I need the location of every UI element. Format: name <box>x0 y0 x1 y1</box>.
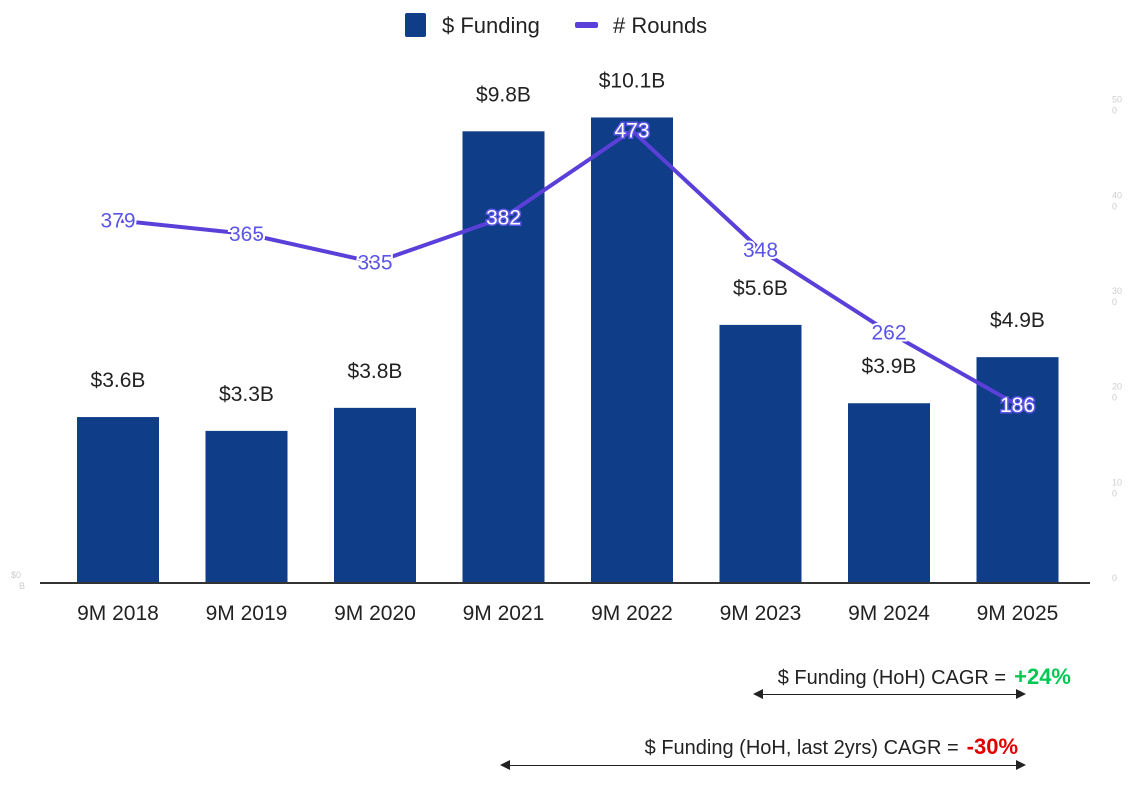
rounds-labels: 379 365 335 382 473 348 262 186 <box>98 118 1036 419</box>
cagr-arrow-2 <box>500 760 1026 770</box>
cagr-arrow-1 <box>753 689 1026 699</box>
cagr-value-1: +24% <box>1014 664 1071 689</box>
x-tick-label: 9M 2020 <box>334 602 416 625</box>
funding-label: $3.6B <box>91 369 146 392</box>
legend-rounds-label: # Rounds <box>613 13 707 38</box>
funding-bar <box>77 417 159 583</box>
x-tick-label: 9M 2024 <box>848 602 930 625</box>
right-axis-tick: 0 <box>1112 297 1117 307</box>
legend-funding-swatch <box>405 13 426 37</box>
funding-bar <box>205 430 288 583</box>
funding-label: $3.9B <box>862 355 917 378</box>
right-axis-tick: 40 <box>1112 190 1122 200</box>
right-axis-tick: 0 <box>1112 201 1117 211</box>
funding-label: $5.6B <box>733 277 788 300</box>
left-axis-tick-b: B <box>19 581 25 591</box>
funding-label: $3.8B <box>348 360 403 383</box>
rounds-point-label: 186 <box>1000 394 1035 417</box>
cagr-label-2: $ Funding (HoH, last 2yrs) CAGR = <box>644 737 959 759</box>
left-axis-tick: $0 <box>11 570 21 580</box>
right-axis-tick: 0 <box>1112 573 1117 583</box>
funding-label: $9.8B <box>476 83 531 106</box>
funding-label: $4.9B <box>990 309 1045 332</box>
cagr-value-2: -30% <box>966 734 1018 759</box>
rounds-point-label: 365 <box>229 223 264 246</box>
rounds-line <box>117 128 1019 407</box>
funding-bar <box>334 407 416 583</box>
funding-bar <box>848 403 930 583</box>
x-tick-label: 9M 2018 <box>77 602 159 625</box>
x-tick-label: 9M 2021 <box>463 602 545 625</box>
funding-label: $10.1B <box>599 69 666 92</box>
funding-bar <box>976 357 1059 583</box>
right-axis-tick: 50 <box>1112 95 1122 105</box>
rounds-point-label: 473 <box>614 120 649 143</box>
cagr-label-1: $ Funding (HoH) CAGR = <box>777 667 1007 689</box>
legend-rounds-swatch <box>575 22 598 28</box>
funding-labels: $3.6B $3.3B $3.8B $9.8B $10.1B $5.6B $3.9B $4.9… <box>91 69 1045 405</box>
x-tick-label: 9M 2025 <box>977 602 1059 625</box>
legend: $ Funding # Rounds <box>405 13 707 38</box>
funding-bar <box>462 131 545 584</box>
right-axis-tick: 0 <box>1112 106 1117 116</box>
funding-bars <box>77 117 1059 584</box>
cagr-note-1: $ Funding (HoH) CAGR = +24% <box>778 664 1071 690</box>
cagr-note-2: $ Funding (HoH, last 2yrs) CAGR = -30% <box>645 734 1018 760</box>
right-axis-tick: 10 <box>1112 477 1122 487</box>
funding-bar <box>719 324 802 583</box>
right-axis-tick: 20 <box>1112 382 1122 392</box>
funding-label: $3.3B <box>219 383 274 406</box>
x-tick-label: 9M 2023 <box>720 602 802 625</box>
rounds-point-label: 262 <box>871 321 906 344</box>
x-tick-label: 9M 2019 <box>206 602 288 625</box>
rounds-point-label: 379 <box>100 209 135 232</box>
right-axis-tick: 30 <box>1112 286 1122 296</box>
right-axis-tick: 0 <box>1112 488 1117 498</box>
rounds-point-label: 382 <box>486 207 521 230</box>
funding-bar <box>591 117 673 584</box>
rounds-point-label: 348 <box>743 239 778 262</box>
x-tick-labels: 9M 2018 9M 2019 9M 2020 9M 2021 9M 2022 9M 20… <box>77 602 1058 625</box>
right-axis-tick: 0 <box>1112 393 1117 403</box>
rounds-point-label: 335 <box>357 252 392 275</box>
x-tick-label: 9M 2022 <box>591 602 673 625</box>
legend-funding-label: $ Funding <box>442 13 540 38</box>
